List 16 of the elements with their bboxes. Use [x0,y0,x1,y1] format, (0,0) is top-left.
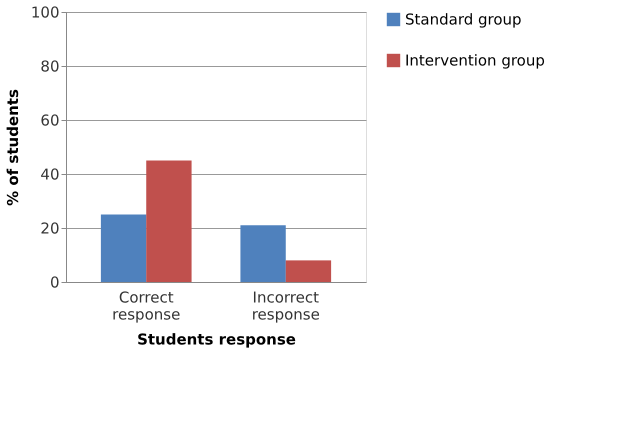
bar [286,260,332,282]
legend-label: Intervention group [405,52,545,70]
legend-label: Standard group [405,10,522,28]
x-axis-title: Students response [137,330,296,348]
y-tick-label: 40 [40,166,60,184]
bar [100,214,146,282]
y-tick-label: 20 [40,220,60,238]
y-tick-label: 100 [30,4,60,22]
bar [146,160,192,282]
y-tick-label: 80 [40,58,60,76]
x-tick-label: Incorrect response [252,288,320,324]
y-tick-label: 60 [40,112,60,130]
y-tick-label: 0 [50,274,60,292]
x-tick-label: Correct response [112,288,180,324]
y-axis-title: % of students [4,89,22,206]
bar [240,225,286,282]
